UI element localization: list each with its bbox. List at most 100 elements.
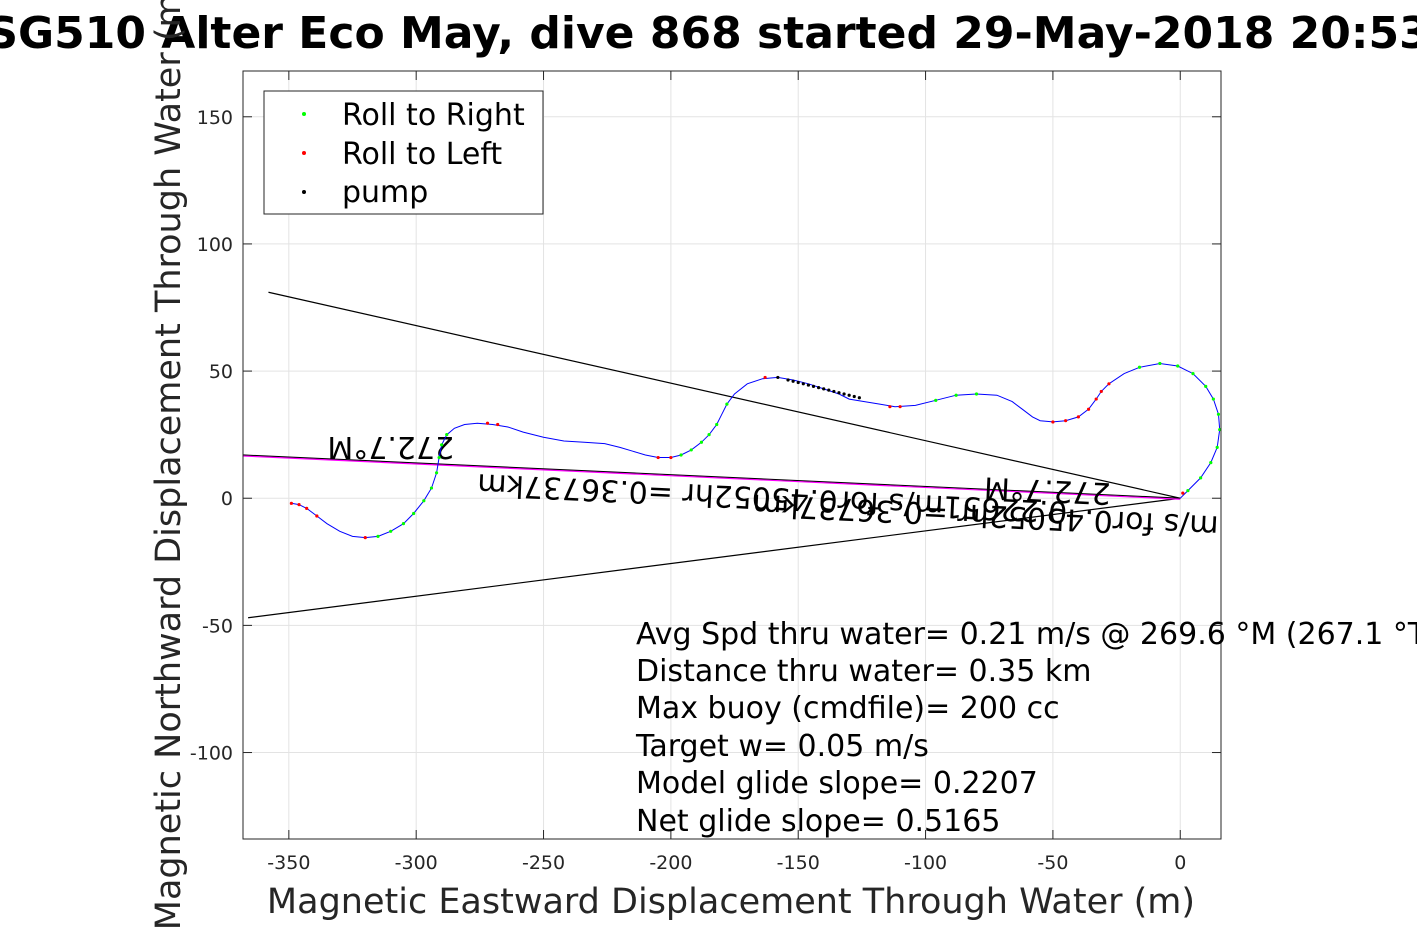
bounding-line — [268, 291, 1181, 499]
legend-marker-roll-right — [302, 112, 306, 116]
glider-track-line — [291, 362, 1221, 539]
roll-left-point — [1107, 382, 1111, 386]
roll-right-point — [934, 398, 938, 402]
x-tick-label: -150 — [777, 852, 820, 874]
pump-point — [852, 394, 856, 399]
rotated-annotation: 272.7°M — [327, 429, 454, 464]
stat-target-w: Target w= 0.05 m/s — [635, 729, 929, 764]
roll-right-point — [1204, 384, 1208, 388]
roll-right-point — [1216, 412, 1221, 416]
legend-marker-roll-left — [302, 151, 306, 155]
pump-point — [837, 391, 841, 395]
roll-right-point — [1176, 364, 1180, 368]
roll-right-point — [715, 422, 719, 427]
x-tick-label: -200 — [649, 852, 692, 874]
legend-box — [263, 90, 544, 215]
roll-left-point — [1051, 420, 1055, 424]
legend-label-pump: pump — [342, 175, 428, 210]
roll-right-point — [1209, 461, 1213, 465]
pump-point — [791, 379, 795, 383]
roll-left-point — [1064, 419, 1068, 423]
pump-point — [822, 387, 826, 391]
roll-right-point — [707, 433, 711, 437]
tick-labels: -350 -300 -250 -200 -150 -100 -50 0 -100 -50 0 50 10… — [190, 107, 1186, 874]
y-tick-label: 50 — [209, 361, 233, 383]
x-tick-label: -300 — [395, 852, 438, 874]
roll-left-point — [1094, 397, 1098, 401]
y-tick-label: 100 — [197, 234, 233, 256]
x-tick-label: -250 — [522, 852, 565, 874]
heading-line — [243, 455, 1181, 500]
roll-right-point — [679, 453, 683, 457]
x-axis-label: Magnetic Eastward Displacement Through W… — [267, 882, 1195, 922]
pump-point — [847, 393, 851, 397]
stat-model-glide: Model glide slope= 0.2207 — [636, 766, 1038, 801]
marker-points — [289, 361, 1221, 540]
x-tick-label: -100 — [904, 852, 947, 874]
roll-left-point — [297, 502, 301, 507]
pump-point — [806, 383, 811, 387]
pump-point — [801, 382, 805, 386]
roll-right-point — [1158, 361, 1162, 366]
pump-point — [857, 396, 861, 400]
roll-left-point — [1086, 407, 1091, 411]
roll-right-point — [412, 511, 416, 516]
x-tick-label: -350 — [267, 852, 310, 874]
pump-point — [842, 392, 846, 396]
y-tick-label: 0 — [221, 488, 233, 510]
roll-right-point — [689, 448, 693, 452]
track-series — [291, 362, 1221, 539]
heading-line-dark — [243, 454, 1181, 499]
roll-right-point — [1186, 489, 1190, 493]
pump-point — [776, 375, 780, 380]
roll-left-point — [669, 455, 673, 460]
roll-left-point — [315, 514, 319, 518]
rotated-annotation: 272.7°M — [983, 469, 1111, 510]
plot-border — [242, 70, 1222, 840]
roll-left-point — [1181, 491, 1185, 495]
x-tick-label: 0 — [1174, 852, 1186, 874]
pump-point — [811, 384, 816, 388]
x-tick-label: -50 — [1037, 852, 1068, 874]
roll-right-point — [434, 471, 439, 475]
roll-right-point — [440, 443, 444, 447]
stats-block: Avg Spd thru water= 0.21 m/s @ 269.6 °M … — [635, 617, 1417, 839]
pump-point — [827, 388, 831, 392]
roll-left-point — [1099, 389, 1103, 394]
roll-left-point — [496, 422, 500, 427]
reference-lines — [243, 291, 1181, 619]
stat-net-glide: Net glide slope= 0.5165 — [636, 804, 1000, 839]
roll-left-point — [289, 501, 293, 505]
legend: Roll to Right Roll to Left pump — [263, 90, 544, 215]
roll-right-point — [699, 440, 704, 444]
y-tick-label: -50 — [202, 615, 233, 637]
roll-right-point — [422, 499, 426, 503]
roll-right-point — [429, 486, 434, 490]
roll-right-point — [1199, 476, 1203, 480]
roll-right-point — [389, 529, 393, 533]
roll-left-point — [888, 405, 892, 409]
roll-right-point — [974, 392, 979, 396]
legend-label-roll-left: Roll to Left — [342, 137, 502, 172]
roll-left-point — [1076, 415, 1080, 419]
roll-right-point — [1191, 372, 1195, 376]
roll-right-point — [445, 433, 449, 437]
y-tick-label: 150 — [197, 107, 233, 129]
pump-point — [786, 378, 790, 382]
pump-point — [816, 386, 821, 390]
roll-left-point — [656, 455, 660, 460]
roll-right-point — [1218, 427, 1221, 432]
roll-right-point — [954, 393, 958, 397]
roll-right-point — [1137, 365, 1142, 369]
roll-right-point — [1215, 445, 1219, 449]
roll-right-point — [1211, 397, 1215, 401]
chart-title: SG510 Alter Eco May, dive 868 started 29… — [0, 8, 1417, 59]
roll-right-point — [376, 534, 380, 538]
stat-distance: Distance thru water= 0.35 km — [636, 654, 1091, 689]
stat-avg-speed: Avg Spd thru water= 0.21 m/s @ 269.6 °M … — [636, 617, 1417, 652]
roll-right-point — [725, 402, 729, 406]
pump-point — [796, 380, 800, 385]
stat-max-buoy: Max buoy (cmdfile)= 200 cc — [636, 691, 1060, 726]
roll-left-point — [763, 375, 767, 380]
